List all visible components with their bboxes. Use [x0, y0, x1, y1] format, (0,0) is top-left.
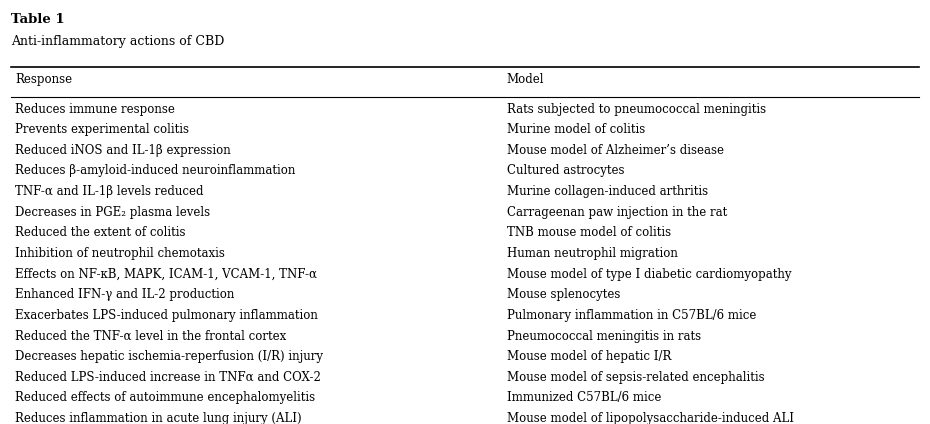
Text: Reduces immune response: Reduces immune response: [15, 103, 175, 116]
Text: Model: Model: [507, 73, 544, 86]
Text: Decreases in PGE₂ plasma levels: Decreases in PGE₂ plasma levels: [15, 206, 210, 219]
Text: Effects on NF-κB, MAPK, ICAM-1, VCAM-1, TNF-α: Effects on NF-κB, MAPK, ICAM-1, VCAM-1, …: [15, 268, 317, 281]
Text: TNF-α and IL-1β levels reduced: TNF-α and IL-1β levels reduced: [15, 185, 204, 198]
Text: TNB mouse model of colitis: TNB mouse model of colitis: [507, 226, 671, 240]
Text: Mouse model of type I diabetic cardiomyopathy: Mouse model of type I diabetic cardiomyo…: [507, 268, 791, 281]
Text: Reduced LPS-induced increase in TNFα and COX-2: Reduced LPS-induced increase in TNFα and…: [15, 371, 321, 384]
Text: Reduced effects of autoimmune encephalomyelitis: Reduced effects of autoimmune encephalom…: [15, 391, 315, 404]
Text: Response: Response: [15, 73, 73, 86]
Text: Carrageenan paw injection in the rat: Carrageenan paw injection in the rat: [507, 206, 727, 219]
Text: Pneumococcal meningitis in rats: Pneumococcal meningitis in rats: [507, 329, 701, 343]
Text: Reduces β-amyloid-induced neuroinflammation: Reduces β-amyloid-induced neuroinflammat…: [15, 165, 296, 178]
Text: Enhanced IFN-γ and IL-2 production: Enhanced IFN-γ and IL-2 production: [15, 288, 234, 301]
Text: Mouse model of hepatic I/R: Mouse model of hepatic I/R: [507, 350, 671, 363]
Text: Pulmonary inflammation in C57BL/6 mice: Pulmonary inflammation in C57BL/6 mice: [507, 309, 756, 322]
Text: Reduces inflammation in acute lung injury (ALI): Reduces inflammation in acute lung injur…: [15, 412, 302, 424]
Text: Reduced iNOS and IL-1β expression: Reduced iNOS and IL-1β expression: [15, 144, 231, 157]
Text: Inhibition of neutrophil chemotaxis: Inhibition of neutrophil chemotaxis: [15, 247, 225, 260]
Text: Decreases hepatic ischemia-reperfusion (I/R) injury: Decreases hepatic ischemia-reperfusion (…: [15, 350, 324, 363]
Text: Mouse model of lipopolysaccharide-induced ALI: Mouse model of lipopolysaccharide-induce…: [507, 412, 793, 424]
Text: Anti-inflammatory actions of CBD: Anti-inflammatory actions of CBD: [10, 35, 224, 48]
Text: Reduced the extent of colitis: Reduced the extent of colitis: [15, 226, 186, 240]
Text: Exacerbates LPS-induced pulmonary inflammation: Exacerbates LPS-induced pulmonary inflam…: [15, 309, 318, 322]
Text: Reduced the TNF-α level in the frontal cortex: Reduced the TNF-α level in the frontal c…: [15, 329, 286, 343]
Text: Mouse splenocytes: Mouse splenocytes: [507, 288, 620, 301]
Text: Murine collagen-induced arthritis: Murine collagen-induced arthritis: [507, 185, 708, 198]
Text: Immunized C57BL/6 mice: Immunized C57BL/6 mice: [507, 391, 661, 404]
Text: Murine model of colitis: Murine model of colitis: [507, 123, 645, 136]
Text: Prevents experimental colitis: Prevents experimental colitis: [15, 123, 190, 136]
Text: Table 1: Table 1: [10, 13, 64, 26]
Text: Human neutrophil migration: Human neutrophil migration: [507, 247, 678, 260]
Text: Mouse model of Alzheimer’s disease: Mouse model of Alzheimer’s disease: [507, 144, 724, 157]
Text: Cultured astrocytes: Cultured astrocytes: [507, 165, 624, 178]
Text: Rats subjected to pneumococcal meningitis: Rats subjected to pneumococcal meningiti…: [507, 103, 765, 116]
Text: Mouse model of sepsis-related encephalitis: Mouse model of sepsis-related encephalit…: [507, 371, 764, 384]
